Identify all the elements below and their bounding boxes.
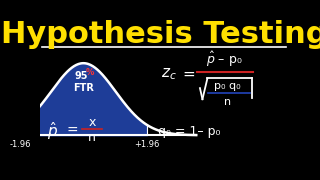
Text: FTR: FTR <box>73 83 94 93</box>
Text: $\hat{p}$: $\hat{p}$ <box>47 120 58 142</box>
Text: +1.96: +1.96 <box>134 140 159 149</box>
Text: q₀ = 1– p₀: q₀ = 1– p₀ <box>158 125 220 138</box>
Text: p₀ q₀: p₀ q₀ <box>214 81 241 91</box>
Text: %: % <box>85 68 94 77</box>
Text: =: = <box>67 124 78 138</box>
Text: $z_c$: $z_c$ <box>161 66 177 82</box>
Text: $\hat{p}$ – p₀: $\hat{p}$ – p₀ <box>206 50 243 69</box>
Text: 95: 95 <box>74 71 88 81</box>
Text: n: n <box>88 131 96 144</box>
Text: Hypothesis Testing: Hypothesis Testing <box>1 20 320 49</box>
Text: -1.96: -1.96 <box>10 140 31 149</box>
Text: n: n <box>224 97 231 107</box>
Text: x: x <box>88 116 96 129</box>
Text: =: = <box>182 67 195 82</box>
